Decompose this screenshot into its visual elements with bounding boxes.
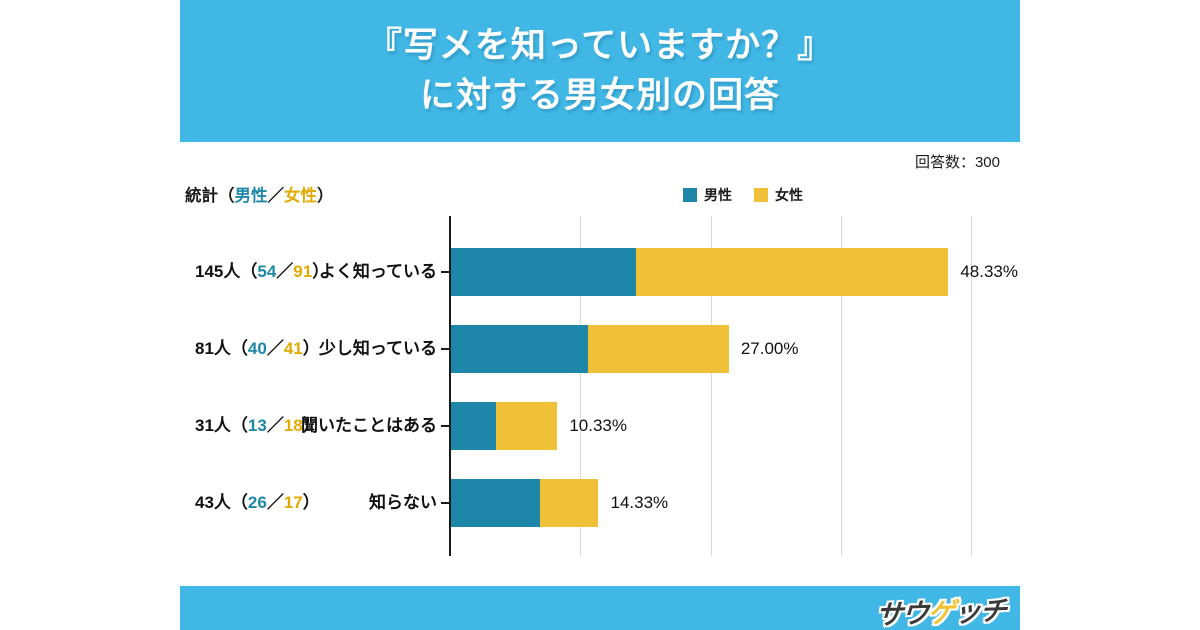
stats-caption-male: 男性 [234, 187, 268, 205]
female-count: 17 [283, 493, 303, 512]
male-bar-segment [451, 402, 496, 450]
female-count: 41 [283, 339, 303, 358]
count-separator: ／ [266, 416, 284, 435]
count-separator: ／ [266, 339, 284, 358]
legend-item-female: 女性 [754, 185, 803, 205]
site-logo: サウゲッチ [875, 589, 1008, 630]
category-label: 聞いたことはある [301, 416, 437, 435]
stats-caption-female: 女性 [284, 187, 317, 205]
count-separator: ／ [276, 262, 294, 281]
category-label: 知らない [369, 493, 437, 512]
male-count: 54 [257, 262, 277, 281]
row-count-label: 43人（26／17） [195, 479, 320, 527]
count-close: ） [302, 493, 320, 512]
page-title-line2: に対する男女別の回答 [419, 76, 780, 115]
count-close: ） [302, 416, 320, 435]
stacked-bar [451, 248, 949, 296]
male-bar-segment [451, 325, 589, 373]
title-banner: 『写メを知っていますか？』 に対する男女別の回答 [180, 0, 1020, 142]
stacked-bar [451, 479, 599, 527]
axis-tick [441, 502, 450, 504]
male-bar-segment [451, 248, 637, 296]
count-prefix: 145人（ [195, 262, 258, 281]
count-prefix: 81人（ [195, 339, 248, 358]
chart-row-kiita-koto-wa-aru: 31人（13／18） 聞いたことはある 10.33% [180, 402, 1020, 450]
female-bar-segment [636, 248, 949, 296]
count-separator: ／ [266, 493, 284, 512]
chart-row-yoku-shitteiru: 145人（54／91） よく知っている 48.33% [180, 248, 1020, 296]
male-swatch-icon [683, 188, 697, 202]
stats-caption-prefix: 統計（ [185, 187, 235, 205]
row-count-label: 31人（13／18） [195, 402, 320, 450]
stats-caption-separator: ／ [267, 187, 285, 205]
legend-item-male: 男性 [683, 185, 732, 205]
percent-label: 48.33% [960, 262, 1019, 281]
axis-tick [441, 271, 450, 273]
gridline [971, 216, 972, 556]
chart-row-sukoshi-shitteiru: 81人（40／41） 少し知っている 27.00% [180, 325, 1020, 373]
count-prefix: 43人（ [195, 493, 248, 512]
row-count-label: 81人（40／41） [195, 325, 320, 373]
axis-tick [441, 348, 450, 350]
logo-fish-icon: ゲ [926, 597, 955, 629]
female-count: 91 [293, 262, 313, 281]
legend-label-male: 男性 [704, 187, 732, 203]
percent-label: 10.33% [569, 416, 627, 435]
stats-caption-close: ） [317, 187, 334, 205]
female-bar-segment [540, 479, 599, 527]
percent-label: 27.00% [740, 339, 799, 358]
male-bar-segment [451, 479, 541, 527]
chart-legend: 男性 女性 [683, 185, 803, 205]
axis-tick [441, 425, 450, 427]
y-axis-line [449, 216, 451, 556]
category-label: よく知っている [318, 262, 437, 281]
count-prefix: 31人（ [195, 416, 248, 435]
stats-caption: 統計（男性／女性） [185, 182, 334, 206]
gridline [580, 216, 581, 556]
category-label: 少し知っている [318, 339, 437, 358]
count-close: ） [302, 339, 320, 358]
female-count: 18 [283, 416, 303, 435]
male-count: 40 [247, 339, 267, 358]
footer-banner: サウゲッチ [180, 586, 1020, 630]
respondent-count-label: 回答数：300 [914, 154, 1000, 171]
female-bar-segment [495, 402, 558, 450]
legend-label-female: 女性 [775, 187, 803, 203]
female-swatch-icon [754, 188, 768, 202]
stacked-bar [451, 325, 729, 373]
female-bar-segment [588, 325, 729, 373]
male-count: 13 [247, 416, 267, 435]
stacked-bar [451, 402, 558, 450]
male-count: 26 [247, 493, 267, 512]
page-title-line1: 『写メを知っていますか？』 [366, 26, 834, 65]
percent-label: 14.33% [610, 493, 669, 512]
gridline [841, 216, 842, 556]
row-count-label: 145人（54／91） [195, 248, 329, 296]
gridline [711, 216, 712, 556]
chart-row-shiranai: 43人（26／17） 知らない 14.33% [180, 479, 1020, 527]
logo-text: サウ [874, 598, 929, 630]
count-close: ） [312, 262, 330, 281]
logo-text: ッチ [952, 595, 1007, 628]
